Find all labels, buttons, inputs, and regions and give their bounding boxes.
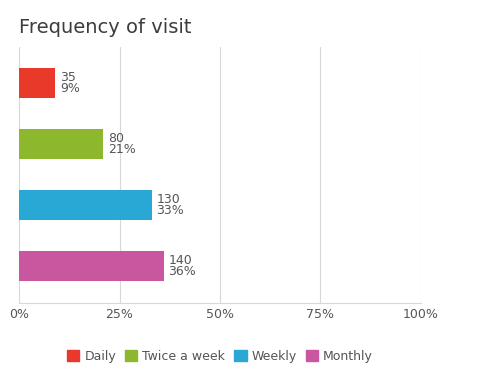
Text: 21%: 21% [108, 143, 136, 156]
Legend: Daily, Twice a week, Weekly, Monthly: Daily, Twice a week, Weekly, Monthly [65, 347, 375, 365]
Text: Frequency of visit: Frequency of visit [19, 18, 192, 37]
Text: 36%: 36% [168, 265, 196, 278]
Bar [19, 68, 55, 99]
Bar [19, 129, 103, 159]
Text: 35: 35 [60, 71, 76, 84]
Text: 140: 140 [168, 254, 192, 267]
Text: 9%: 9% [60, 82, 80, 95]
Text: 130: 130 [156, 193, 180, 206]
Text: 80: 80 [108, 132, 124, 145]
Bar [19, 190, 152, 220]
Bar [19, 251, 163, 281]
Text: 33%: 33% [156, 204, 184, 217]
